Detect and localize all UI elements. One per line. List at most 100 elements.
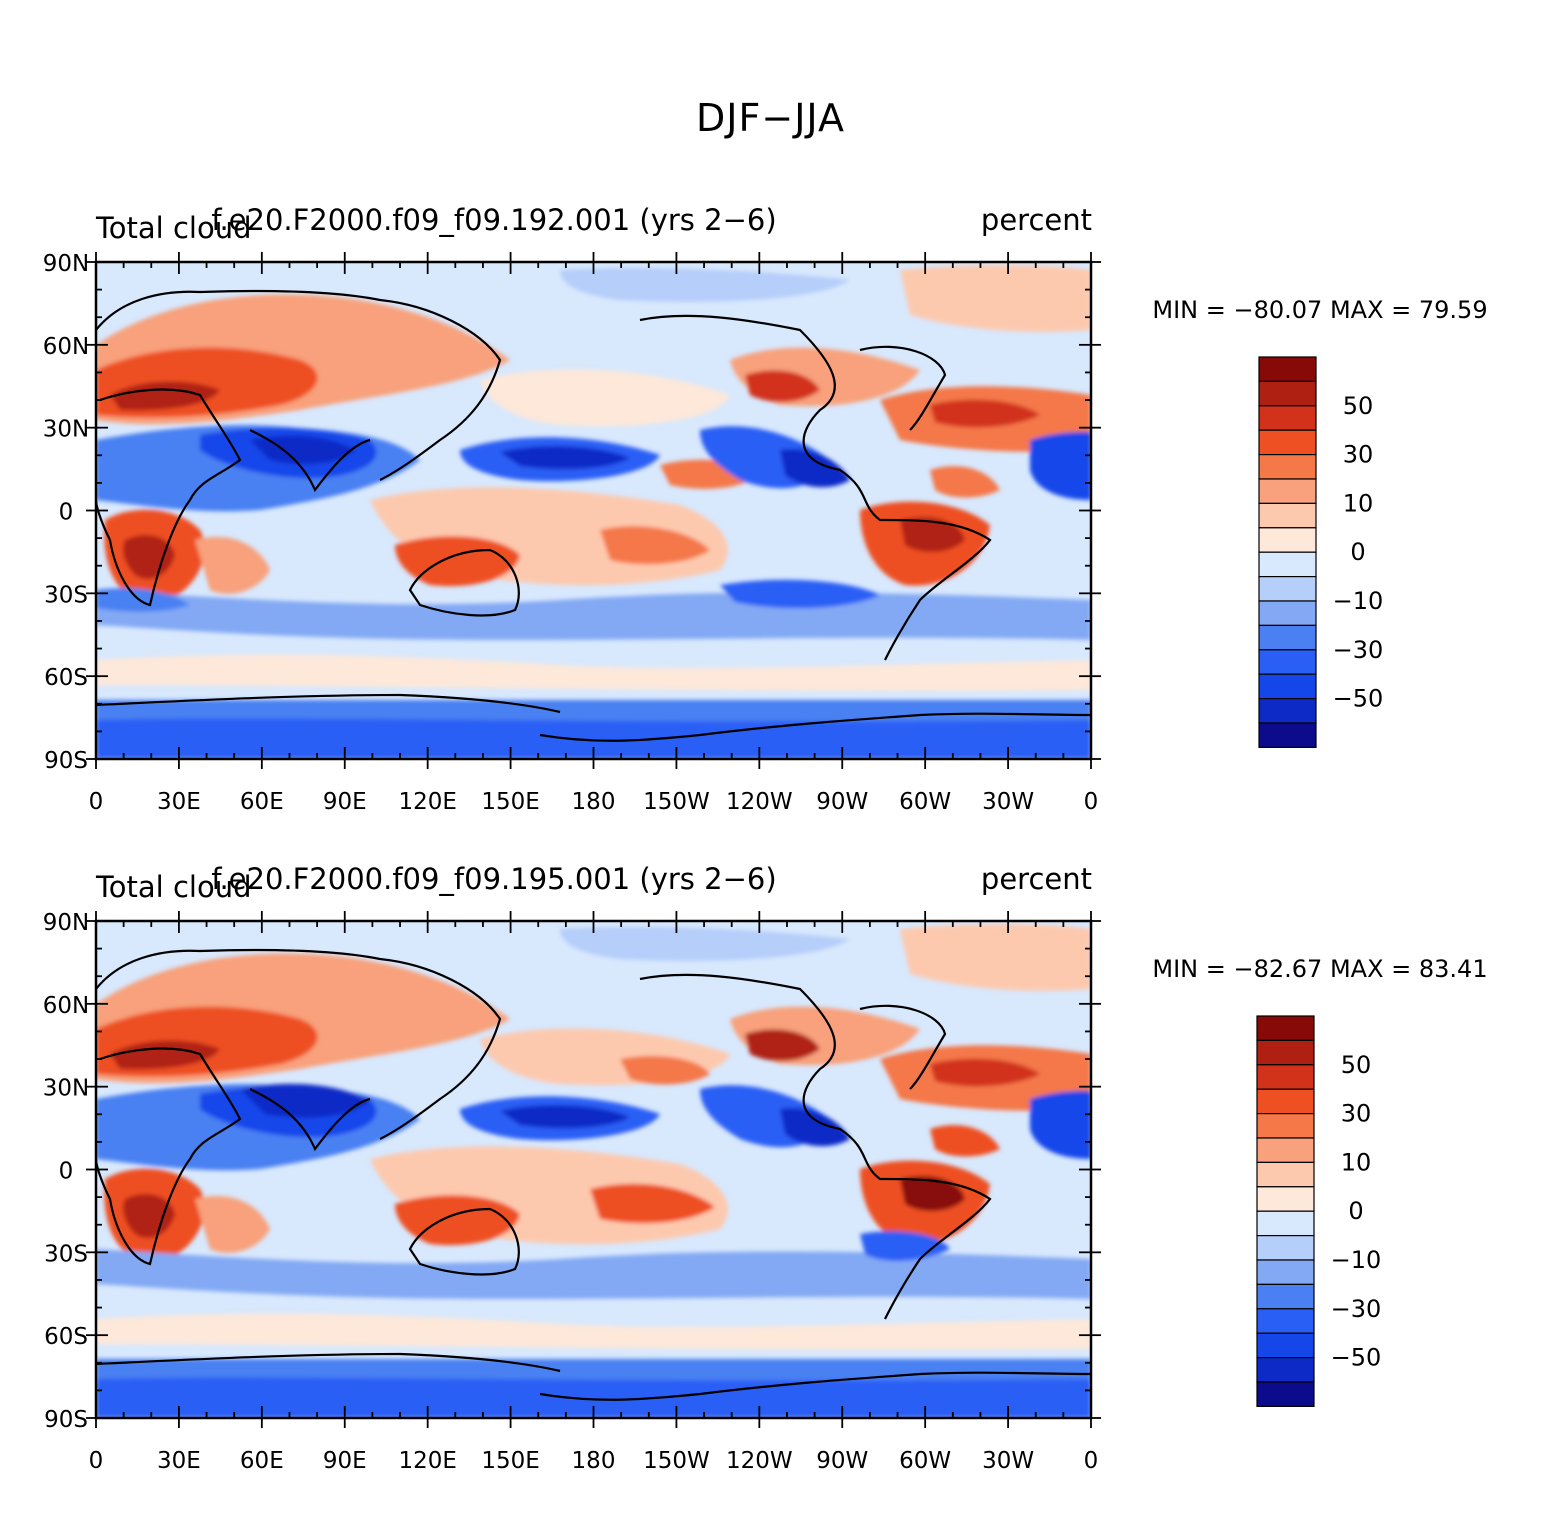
x-tick-label: 120E: [398, 1448, 456, 1474]
colorbar-swatch: [1256, 1332, 1315, 1359]
colorbar-tick-label: −50: [1331, 1344, 1382, 1372]
colorbar-tick-label: 10: [1343, 489, 1374, 517]
colorbar-tick-label: 0: [1348, 1197, 1363, 1225]
colorbar-tick-label: 50: [1343, 392, 1374, 420]
colorbar-swatch: [1258, 454, 1317, 480]
panel-2-center-label: f.e20.F2000.f09_f09.195.001 (yrs 2−6): [211, 862, 776, 896]
x-tick-label: 60W: [899, 789, 951, 815]
colorbar-swatch: [1256, 1283, 1315, 1310]
panel-1-coastlines: [96, 289, 1091, 742]
x-tick-label: 30E: [157, 1448, 201, 1474]
colorbar-swatch: [1256, 1137, 1315, 1163]
y-tick-label: 0: [59, 500, 74, 526]
colorbar-swatch: [1256, 1112, 1315, 1139]
colorbar-swatch: [1258, 624, 1317, 651]
panel-1-units-label: percent: [981, 203, 1092, 237]
x-tick-label: 120W: [726, 1448, 793, 1474]
x-tick-label: 30W: [982, 1448, 1034, 1474]
x-tick-label: 90E: [323, 789, 367, 815]
colorbar-swatch: [1256, 1210, 1315, 1237]
x-tick-label: 60E: [240, 1448, 284, 1474]
colorbar-tick-label: −10: [1333, 587, 1384, 615]
colorbar-tick-label: −30: [1331, 1295, 1382, 1323]
colorbar-swatch: [1256, 1015, 1315, 1041]
colorbar-tick-label: 0: [1350, 538, 1365, 566]
colorbar-swatch: [1256, 1356, 1315, 1383]
colorbar-swatch: [1258, 478, 1317, 504]
colorbar-swatch: [1258, 405, 1317, 431]
panel-2-contour-field: [96, 921, 1091, 1418]
panel-2-left-label: Total cloud: [95, 870, 251, 904]
colorbar-swatch: [1258, 551, 1317, 578]
colorbar-swatch: [1256, 1234, 1315, 1261]
x-tick-label: 0: [1084, 1448, 1099, 1474]
x-tick-label: 120E: [398, 789, 456, 815]
colorbar-tick-label: −50: [1333, 685, 1384, 713]
y-tick-label: 90N: [43, 910, 89, 936]
colorbar-swatch: [1256, 1088, 1315, 1115]
y-tick-label: 0: [59, 1159, 74, 1185]
colorbar-swatch: [1258, 697, 1317, 724]
panel-1-min-max: MIN = −80.07 MAX = 79.59: [1152, 296, 1487, 324]
x-tick-label: 180: [572, 789, 616, 815]
colorbar-swatch: [1256, 1064, 1315, 1090]
x-tick-label: 90E: [323, 1448, 367, 1474]
y-tick-label: 30S: [44, 1241, 88, 1267]
y-tick-label: 30S: [44, 582, 88, 608]
panel-1-center-label: f.e20.F2000.f09_f09.192.001 (yrs 2−6): [211, 203, 776, 237]
colorbar-swatch: [1258, 575, 1317, 602]
colorbar-swatch: [1258, 380, 1317, 407]
colorbar-swatch: [1258, 649, 1317, 675]
y-tick-label: 60S: [44, 665, 88, 691]
colorbar-swatch: [1258, 502, 1317, 529]
y-tick-label: 90N: [43, 251, 89, 277]
x-tick-label: 0: [1084, 789, 1099, 815]
x-tick-label: 150W: [643, 1448, 710, 1474]
colorbar-swatch: [1256, 1259, 1315, 1285]
panel-2-units-label: percent: [981, 862, 1092, 896]
colorbar-tick-label: −10: [1331, 1246, 1382, 1274]
x-tick-label: 0: [89, 1448, 104, 1474]
colorbar-swatch: [1256, 1161, 1315, 1188]
y-tick-label: 30N: [43, 1076, 89, 1102]
y-tick-label: 60N: [43, 334, 89, 360]
panel-1-left-label: Total cloud: [95, 211, 251, 245]
x-tick-label: 0: [89, 789, 104, 815]
colorbar-tick-label: 10: [1341, 1148, 1372, 1176]
panel-1-anomaly-blobs: [96, 265, 1091, 759]
colorbar-swatch: [1258, 429, 1317, 456]
y-tick-label: 90S: [44, 1407, 88, 1433]
colorbar-swatch: [1258, 600, 1317, 626]
y-tick-label: 60S: [44, 1324, 88, 1350]
colorbar-swatch: [1258, 527, 1317, 553]
x-tick-label: 180: [572, 1448, 616, 1474]
panel-1-contour-field: [96, 262, 1091, 759]
x-tick-label: 150W: [643, 789, 710, 815]
panel-2-min-max: MIN = −82.67 MAX = 83.41: [1152, 955, 1487, 983]
colorbar-tick-label: 30: [1341, 1100, 1372, 1128]
panel-2-colorbar: 50 30 10 0 −10 −30 −50: [1256, 1015, 1382, 1407]
colorbar-swatch: [1256, 1308, 1315, 1334]
colorbar-swatch: [1256, 1186, 1315, 1212]
x-tick-label: 30W: [982, 789, 1034, 815]
colorbar-tick-label: −30: [1333, 636, 1384, 664]
panel-2-coastlines: [96, 948, 1091, 1401]
colorbar-swatch: [1256, 1381, 1315, 1407]
x-tick-label: 150E: [481, 789, 539, 815]
panel-1-colorbar: 50 30 10 0 −10 −30 −50: [1258, 356, 1384, 748]
y-tick-label: 90S: [44, 748, 88, 774]
colorbar-tick-label: 30: [1343, 441, 1374, 469]
x-tick-label: 90W: [816, 1448, 868, 1474]
colorbar-swatch: [1258, 722, 1317, 748]
x-tick-label: 30E: [157, 789, 201, 815]
colorbar-swatch: [1258, 673, 1317, 700]
map-panel-1: Total cloud f.e20.F2000.f09_f09.192.001 …: [43, 203, 1488, 815]
x-tick-label: 60E: [240, 789, 284, 815]
x-tick-label: 60W: [899, 1448, 951, 1474]
y-tick-label: 30N: [43, 417, 89, 443]
colorbar-swatch: [1258, 356, 1317, 382]
map-panel-2: Total cloud f.e20.F2000.f09_f09.195.001 …: [43, 862, 1488, 1474]
y-tick-label: 60N: [43, 993, 89, 1019]
